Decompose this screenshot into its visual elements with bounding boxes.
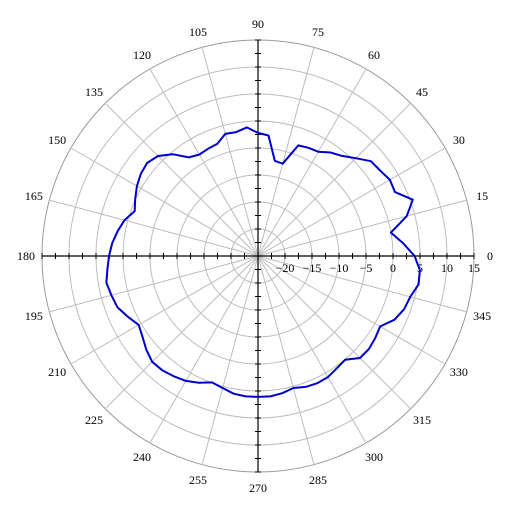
angle-label-0: 0 xyxy=(487,249,493,263)
angle-spoke-135 xyxy=(104,102,259,257)
angle-spoke-345 xyxy=(257,255,467,313)
angle-spoke-60 xyxy=(257,68,367,257)
radial-label-6: 10 xyxy=(441,261,453,275)
radial-label-0: −20 xyxy=(276,261,295,275)
angle-tick-labels: 0153045607590105120135150165180195210225… xyxy=(17,17,493,495)
angle-label-315: 315 xyxy=(413,413,431,427)
angle-spoke-75 xyxy=(257,47,315,257)
angle-label-15: 15 xyxy=(476,189,488,203)
angle-spoke-30 xyxy=(257,147,446,257)
angle-label-225: 225 xyxy=(85,413,103,427)
angle-spoke-315 xyxy=(257,255,412,410)
angle-label-30: 30 xyxy=(453,133,465,147)
radial-label-2: −10 xyxy=(330,261,349,275)
angle-spoke-330 xyxy=(257,255,446,365)
radial-label-7: 15 xyxy=(468,261,480,275)
angle-label-300: 300 xyxy=(365,450,383,464)
angle-label-165: 165 xyxy=(25,189,43,203)
angle-label-90: 90 xyxy=(252,17,264,31)
angle-spoke-120 xyxy=(149,68,259,257)
angle-spoke-150 xyxy=(70,147,259,257)
angle-spoke-15 xyxy=(257,199,467,257)
angle-label-285: 285 xyxy=(309,473,327,487)
angle-label-45: 45 xyxy=(416,85,428,99)
angle-label-150: 150 xyxy=(48,133,66,147)
angle-spoke-225 xyxy=(104,255,259,410)
radial-label-1: −15 xyxy=(303,261,322,275)
angle-label-330: 330 xyxy=(450,365,468,379)
angle-spoke-285 xyxy=(257,255,315,465)
radial-tick-labels: −20 −15 −10 −5 0 5 10 15 xyxy=(276,261,480,275)
angle-label-195: 195 xyxy=(25,309,43,323)
angle-label-75: 75 xyxy=(312,25,324,39)
angle-label-210: 210 xyxy=(48,365,66,379)
angle-spoke-165 xyxy=(49,199,259,257)
series-line-0 xyxy=(105,126,421,398)
angle-label-120: 120 xyxy=(133,48,151,62)
angle-spoke-300 xyxy=(257,255,367,444)
series-layer xyxy=(105,126,421,398)
angle-spoke-210 xyxy=(70,255,259,365)
angle-label-270: 270 xyxy=(249,481,267,495)
angle-label-255: 255 xyxy=(189,473,207,487)
angle-label-135: 135 xyxy=(85,85,103,99)
angle-spoke-255 xyxy=(201,255,259,465)
angle-label-105: 105 xyxy=(189,25,207,39)
angle-spoke-105 xyxy=(201,47,259,257)
angle-spoke-45 xyxy=(257,102,412,257)
angle-label-180: 180 xyxy=(17,249,35,263)
angle-label-345: 345 xyxy=(473,309,491,323)
angle-spoke-195 xyxy=(49,255,259,313)
radial-label-3: −5 xyxy=(360,261,373,275)
angle-spoke-240 xyxy=(149,255,259,444)
angle-label-240: 240 xyxy=(133,450,151,464)
angle-label-60: 60 xyxy=(368,48,380,62)
radial-label-4: 0 xyxy=(390,261,396,275)
